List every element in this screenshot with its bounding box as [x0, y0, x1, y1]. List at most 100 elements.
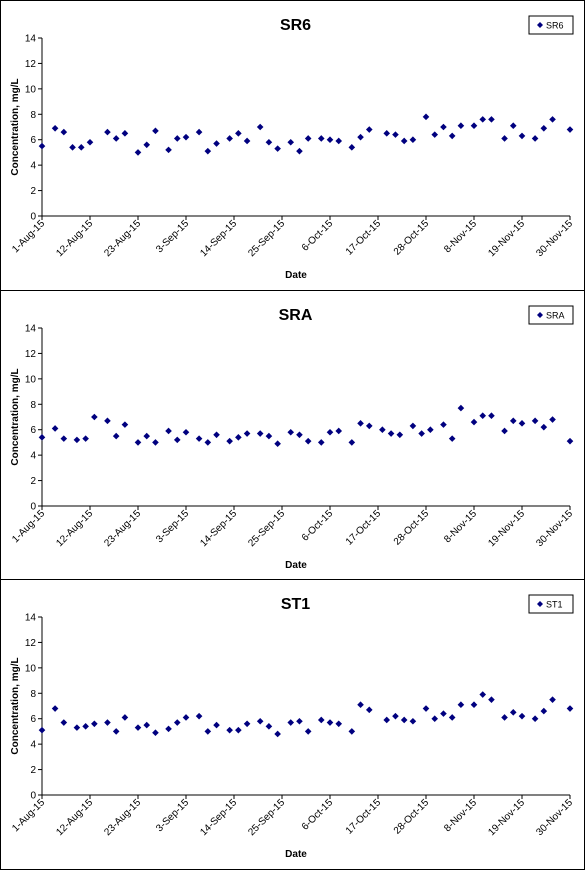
x-tick-label: 25-Sep-15	[246, 218, 287, 259]
data-point	[549, 116, 556, 123]
data-point	[440, 710, 447, 717]
x-tick-label: 6-Oct-15	[300, 218, 336, 254]
data-point	[518, 132, 526, 140]
data-point	[531, 135, 539, 142]
chart-panel-sr6: SR6 0 2 4 6 8 10 12 14 1-Aug-15 12-Aug-15 23-Aug-15…	[0, 0, 585, 291]
data-point	[348, 144, 356, 151]
y-tick-label: 10	[25, 374, 37, 385]
data-point	[287, 719, 295, 726]
data-point	[409, 422, 417, 430]
data-point	[274, 730, 281, 738]
y-tick-label: 0	[30, 502, 36, 513]
data-point	[51, 124, 59, 132]
chart-panel-st1: ST1 0 2 4 6 8 10 12 14 1-Aug-15 12-Aug-15 23-Aug-15…	[0, 579, 585, 870]
x-axis-label: Date	[285, 849, 307, 860]
data-point	[226, 726, 233, 734]
data-point	[488, 696, 495, 703]
data-point	[457, 701, 465, 709]
x-tick-label: 14-Sep-15	[198, 218, 239, 259]
legend-box	[528, 305, 574, 325]
x-tick-label: 30-Nov-15	[534, 797, 575, 838]
legend-marker	[537, 312, 543, 318]
data-point	[326, 428, 334, 436]
y-tick-label: 6	[30, 425, 36, 436]
data-point	[501, 427, 508, 435]
data-point	[400, 137, 408, 145]
data-point	[448, 132, 456, 140]
data-point	[409, 136, 417, 144]
data-point	[213, 431, 220, 439]
x-tick-label: 23-Aug-15	[102, 508, 143, 549]
data-point	[82, 723, 89, 730]
data-point	[69, 144, 76, 151]
data-point	[243, 137, 251, 145]
data-point	[479, 412, 487, 420]
y-axis-label: Concentration, mg/L	[10, 78, 21, 175]
data-point	[265, 432, 273, 440]
data-point	[540, 423, 548, 431]
y-tick-label: 4	[30, 161, 36, 172]
data-point	[134, 724, 142, 731]
data-point	[304, 135, 312, 142]
x-tick-label: 25-Sep-15	[246, 508, 287, 549]
data-point	[182, 428, 190, 436]
data-point	[152, 439, 159, 446]
legend-box	[528, 15, 574, 35]
chart-svg: SRA 0 2 4 6 8 10 12 14 1-Aug-15 12-Aug-15 23-Aug-15…	[10, 305, 575, 571]
y-tick-label: 8	[30, 400, 36, 411]
data-point	[335, 720, 343, 728]
x-tick-label: 3-Sep-15	[154, 508, 191, 545]
x-tick-label: 23-Aug-15	[102, 797, 143, 838]
data-point	[440, 123, 447, 131]
data-point	[392, 712, 399, 720]
data-point	[165, 725, 172, 733]
data-point	[357, 701, 364, 709]
legend-label: ST1	[546, 600, 563, 610]
x-tick-label: 3-Sep-15	[154, 218, 191, 255]
data-point	[60, 128, 68, 136]
data-point	[91, 720, 98, 728]
data-point	[143, 432, 151, 440]
data-point	[509, 122, 517, 130]
data-point	[549, 416, 556, 423]
data-point	[296, 431, 303, 439]
x-tick-label: 25-Sep-15	[246, 797, 287, 838]
y-tick-label: 6	[30, 714, 36, 725]
x-tick-label: 12-Aug-15	[54, 797, 95, 838]
y-tick-label: 14	[25, 613, 37, 624]
data-point	[104, 417, 111, 425]
data-point	[357, 133, 364, 141]
data-point	[213, 721, 220, 729]
data-point	[38, 142, 46, 150]
data-point	[304, 437, 312, 445]
data-point	[392, 131, 399, 138]
data-point	[256, 430, 264, 437]
x-tick-label: 17-Oct-15	[344, 797, 384, 837]
series-sra	[38, 404, 574, 447]
data-point	[274, 440, 281, 447]
data-point	[73, 724, 81, 731]
y-tick-label: 4	[30, 451, 36, 462]
data-point	[204, 147, 212, 155]
x-tick-label: 19-Nov-15	[486, 218, 527, 259]
data-point	[431, 131, 439, 138]
x-tick-label: 6-Oct-15	[300, 508, 336, 544]
data-point	[549, 696, 556, 703]
data-point	[326, 136, 334, 144]
data-point	[470, 122, 478, 130]
data-point	[470, 418, 478, 426]
y-tick-label: 0	[30, 212, 36, 223]
data-point	[470, 701, 478, 709]
x-tick-label: 14-Sep-15	[198, 797, 239, 838]
data-point	[112, 728, 120, 735]
legend: SRA	[528, 305, 574, 325]
chart-panel-sra: SRA 0 2 4 6 8 10 12 14 1-Aug-15 12-Aug-15 23-Aug-15…	[0, 290, 585, 580]
data-point	[121, 714, 129, 721]
data-point	[287, 428, 295, 436]
data-point	[182, 133, 190, 141]
data-point	[173, 436, 181, 444]
data-point	[265, 723, 273, 730]
y-tick-label: 10	[25, 663, 37, 674]
data-point	[296, 717, 303, 725]
data-point	[348, 728, 356, 735]
